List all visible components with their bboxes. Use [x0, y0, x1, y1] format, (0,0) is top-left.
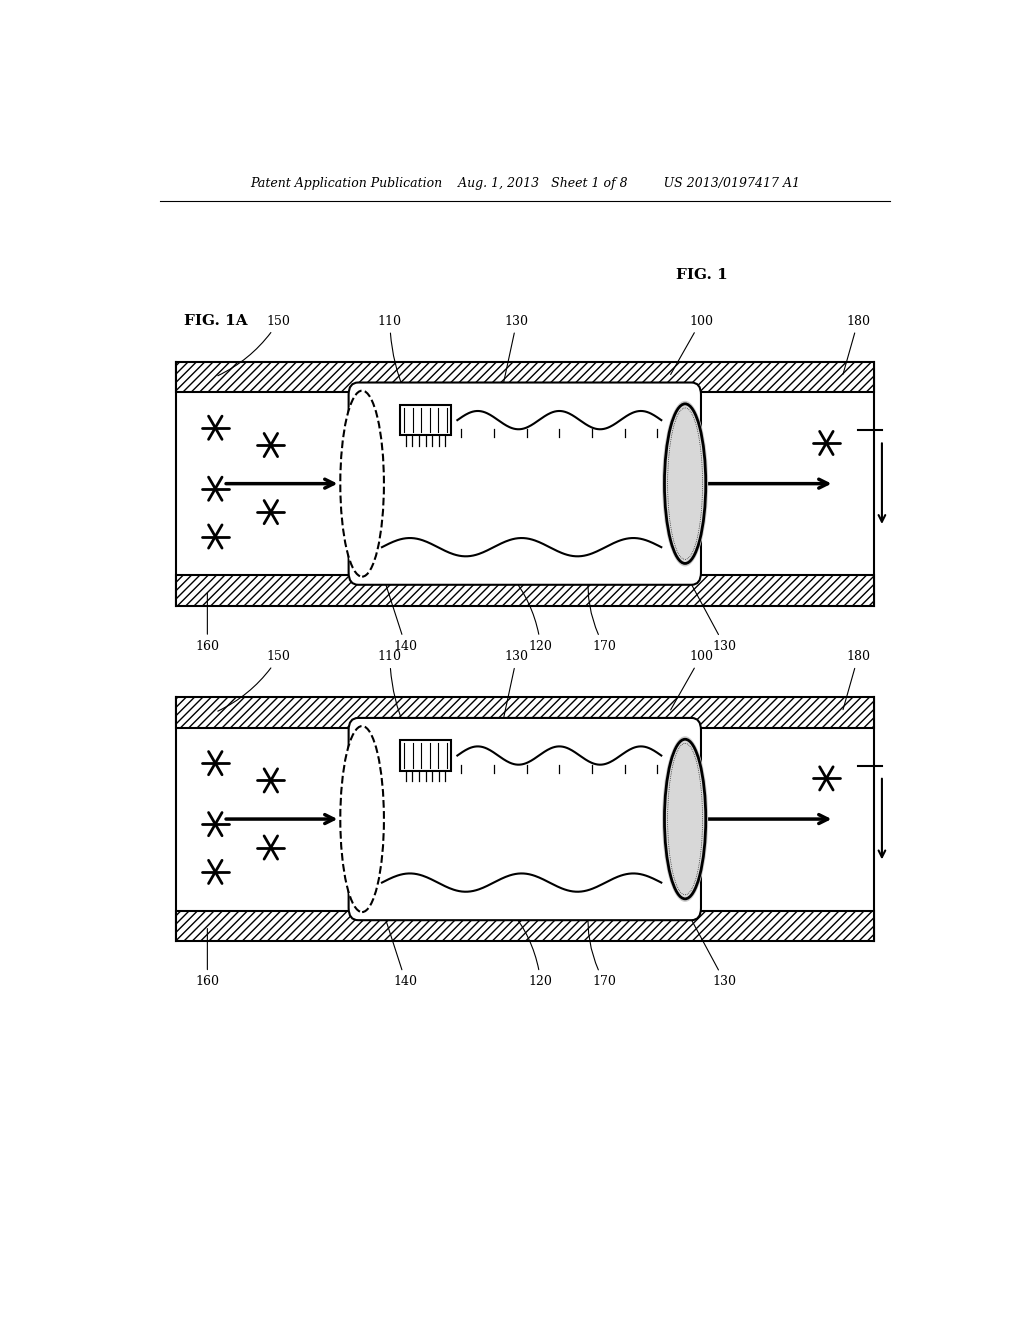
Text: 120: 120: [511, 911, 553, 989]
Bar: [176, 697, 873, 727]
Text: FIG. 1: FIG. 1: [676, 268, 727, 282]
Ellipse shape: [665, 739, 706, 899]
Ellipse shape: [340, 391, 384, 577]
Text: FIG. 1A: FIG. 1A: [183, 314, 247, 329]
Text: 140: 140: [383, 576, 418, 653]
Bar: [399, 405, 452, 436]
FancyBboxPatch shape: [348, 383, 701, 585]
Text: 130: 130: [502, 314, 528, 392]
Text: 140: 140: [383, 911, 418, 989]
Ellipse shape: [340, 726, 384, 912]
Text: 100: 100: [671, 649, 713, 710]
Text: 160: 160: [196, 593, 219, 653]
Text: 110: 110: [378, 314, 404, 392]
Text: 130: 130: [686, 576, 737, 653]
FancyBboxPatch shape: [348, 718, 701, 920]
Ellipse shape: [663, 737, 709, 902]
Text: 180: 180: [843, 314, 870, 375]
Bar: [176, 362, 873, 392]
Bar: [176, 362, 873, 392]
Text: 150: 150: [218, 314, 291, 376]
Text: FIG. 1B: FIG. 1B: [183, 705, 248, 719]
Bar: [176, 911, 873, 941]
Text: 170: 170: [588, 911, 616, 989]
Text: 170: 170: [588, 576, 616, 653]
Text: 160: 160: [196, 928, 219, 989]
Text: 150: 150: [218, 649, 291, 711]
Text: 130: 130: [502, 649, 528, 727]
Bar: [176, 576, 873, 606]
Text: 110: 110: [378, 649, 404, 727]
Text: 120: 120: [511, 574, 553, 653]
Text: 130: 130: [686, 911, 737, 989]
Ellipse shape: [665, 404, 706, 564]
Text: 100: 100: [671, 314, 713, 375]
Text: 180: 180: [843, 649, 870, 710]
Bar: [176, 576, 873, 606]
Bar: [176, 697, 873, 727]
Bar: [176, 911, 873, 941]
Text: Patent Application Publication    Aug. 1, 2013   Sheet 1 of 8         US 2013/01: Patent Application Publication Aug. 1, 2…: [250, 177, 800, 190]
Ellipse shape: [663, 401, 709, 566]
Bar: [399, 741, 452, 771]
